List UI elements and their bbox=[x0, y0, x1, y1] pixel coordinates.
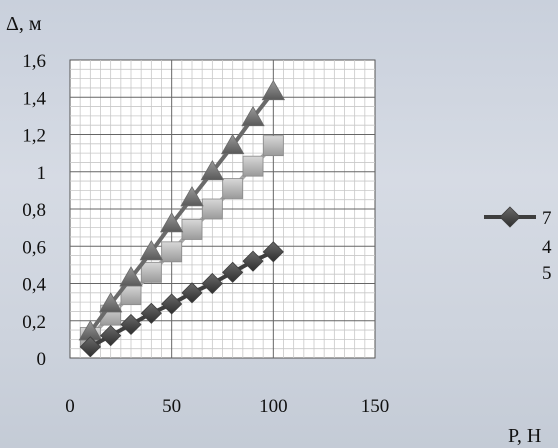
x-tick-label: 50 bbox=[162, 396, 181, 417]
legend-label-5: 5 bbox=[542, 263, 552, 284]
data-point-7 bbox=[201, 272, 223, 295]
y-axis-ticks: 0 0,2 0,4 0,6 0,8 1 1,2 1,4 1,6 bbox=[22, 51, 46, 370]
data-point-7 bbox=[120, 313, 142, 336]
series-7 bbox=[79, 241, 284, 358]
y-tick-label: 1 bbox=[37, 163, 47, 184]
y-tick-label: 0,4 bbox=[22, 275, 46, 296]
data-point-7 bbox=[140, 302, 162, 324]
data-point-7 bbox=[262, 241, 284, 263]
data-point-5 bbox=[181, 219, 203, 240]
data-point-4 bbox=[159, 212, 184, 233]
series-4 bbox=[78, 79, 286, 341]
y-tick-label: 0,8 bbox=[22, 200, 46, 221]
x-tick-label: 0 bbox=[65, 396, 75, 417]
data-point-5 bbox=[222, 178, 244, 199]
y-tick-label: 0 bbox=[37, 349, 47, 370]
data-point-7 bbox=[79, 336, 101, 358]
x-axis-ticks: 0 50 100 150 bbox=[65, 396, 389, 417]
data-point-5 bbox=[201, 198, 223, 220]
x-tick-label: 100 bbox=[259, 396, 288, 417]
data-point-7 bbox=[161, 293, 183, 315]
data-point-7 bbox=[181, 282, 203, 304]
legend-label-4: 4 bbox=[542, 237, 552, 258]
data-point-7 bbox=[242, 250, 264, 272]
series-5 bbox=[79, 135, 284, 348]
legend-marker-7 bbox=[499, 206, 521, 228]
y-tick-label: 0,2 bbox=[22, 312, 46, 333]
data-point-4 bbox=[98, 292, 123, 313]
data-point-4 bbox=[119, 266, 143, 287]
data-point-5 bbox=[242, 155, 264, 177]
y-tick-label: 1,2 bbox=[22, 126, 46, 147]
y-tick-label: 1,4 bbox=[22, 88, 46, 109]
x-axis-label: P, Н bbox=[508, 425, 541, 447]
data-point-7 bbox=[222, 261, 244, 283]
data-point-4 bbox=[180, 186, 204, 207]
series-layer bbox=[78, 79, 286, 358]
series-line-7 bbox=[89, 250, 275, 349]
data-point-4 bbox=[220, 133, 245, 155]
data-point-5 bbox=[140, 261, 162, 283]
y-tick-label: 1,6 bbox=[22, 51, 46, 72]
y-tick-label: 0,6 bbox=[22, 237, 46, 258]
x-tick-label: 150 bbox=[361, 396, 390, 417]
legend-label-7: 7 bbox=[542, 208, 552, 229]
data-point-7 bbox=[100, 325, 122, 347]
y-axis-label: Δ, м bbox=[6, 13, 42, 35]
data-point-4 bbox=[200, 159, 225, 181]
legend: 7 4 5 bbox=[484, 206, 552, 284]
data-point-4 bbox=[241, 105, 265, 127]
data-point-4 bbox=[261, 79, 286, 101]
data-point-5 bbox=[262, 135, 284, 157]
data-point-4 bbox=[139, 240, 164, 261]
series-line-4 bbox=[88, 90, 275, 334]
data-point-5 bbox=[161, 241, 183, 263]
